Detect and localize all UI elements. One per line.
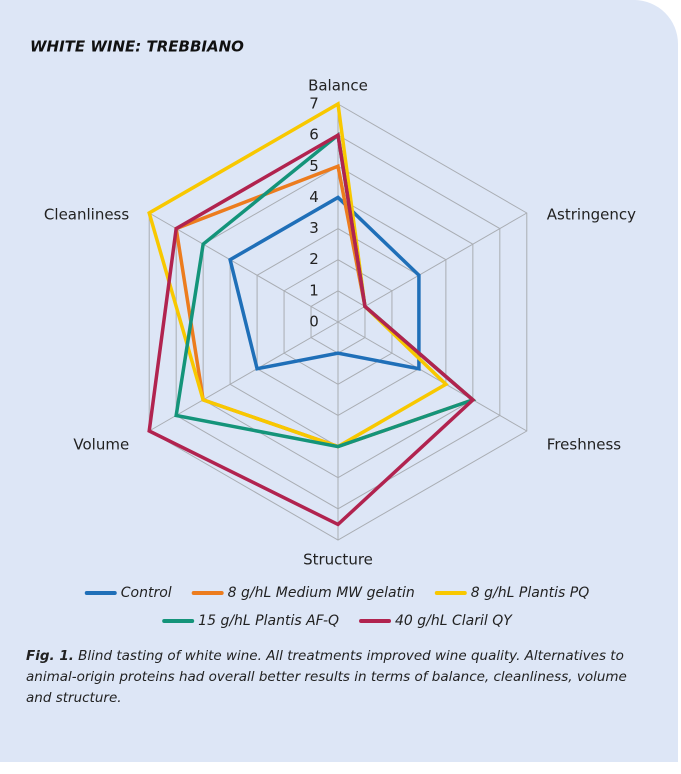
r-tick-label: 6 [309, 126, 319, 144]
legend-row: 15 g/hL Plantis AF-Q 40 g/hL Claril QY [162, 613, 513, 629]
chart-title: WHITE WINE: TREBBIANO [30, 38, 244, 56]
legend-label: 15 g/hL Plantis AF-Q [198, 613, 339, 629]
series-line [174, 131, 477, 449]
legend-label: 8 g/hL Medium MW gelatin [228, 585, 415, 601]
r-tick-label: 4 [309, 188, 319, 206]
legend-label: 40 g/hL Claril QY [395, 613, 513, 629]
series-line [228, 195, 421, 371]
series-line [147, 101, 449, 449]
r-tick-label: 3 [309, 219, 319, 237]
caption: Fig. 1. Blind tasting of white wine. All… [26, 646, 646, 709]
legend-label: 8 g/hL Plantis PQ [471, 585, 589, 601]
r-tick-label: 0 [309, 313, 319, 331]
series-line [147, 132, 476, 527]
caption-label: Fig. 1. [26, 648, 74, 664]
axis-label: Balance [308, 77, 368, 95]
r-tick-label: 2 [309, 250, 319, 268]
spoke [148, 212, 339, 323]
spoke [148, 321, 339, 432]
axis-label: Freshness [547, 436, 621, 454]
legend-row: Control 8 g/hL Medium MW gelatin 8 g/hL Pl… [84, 585, 589, 601]
axis-label: Astringency [547, 206, 636, 224]
axis-label: Cleanliness [44, 206, 129, 224]
spoke [337, 212, 528, 323]
r-tick-label: 1 [309, 281, 319, 299]
axis-label: Structure [303, 551, 373, 569]
r-tick-label: 5 [309, 157, 319, 175]
axis-label: Volume [73, 436, 129, 454]
caption-text: Blind tasting of white wine. All treatme… [26, 648, 627, 706]
r-tick-label: 7 [309, 95, 319, 113]
spoke [337, 321, 528, 432]
legend-label: Control [121, 585, 172, 601]
